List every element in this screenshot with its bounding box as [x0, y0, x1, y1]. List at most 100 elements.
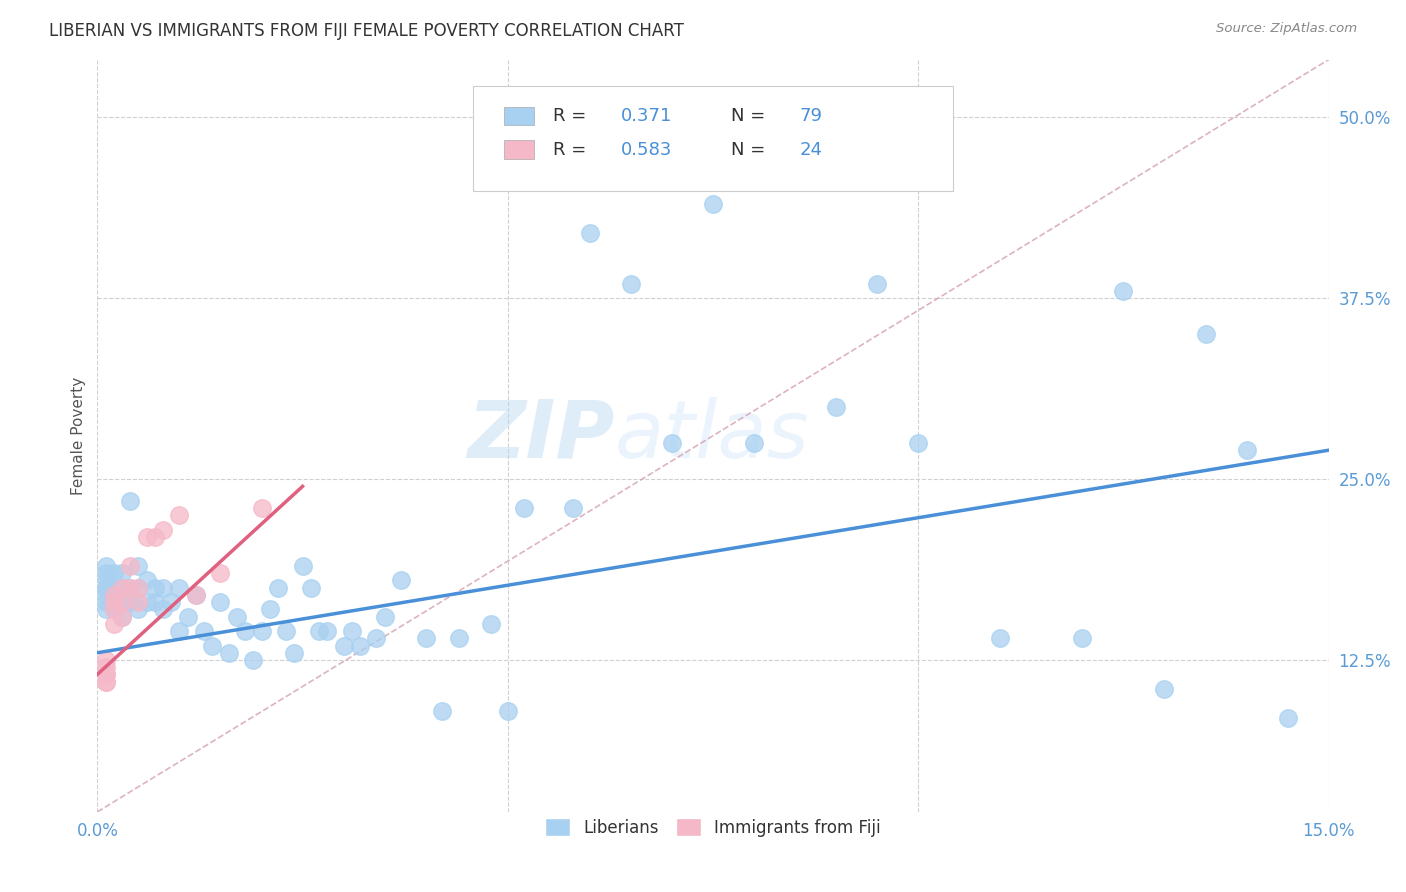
Text: N =: N =: [731, 141, 772, 159]
Point: [1112, 284, 1135, 298]
Point: [120, 558, 142, 573]
Point: [143, 595, 166, 609]
Point: [479, 616, 502, 631]
Point: [250, 501, 273, 516]
Text: ZIP: ZIP: [467, 397, 614, 475]
Point: [447, 632, 470, 646]
Point: [103, 566, 125, 581]
Point: [127, 581, 149, 595]
Point: [103, 595, 125, 609]
Text: LIBERIAN VS IMMIGRANTS FROM FIJI FEMALE POVERTY CORRELATION CHART: LIBERIAN VS IMMIGRANTS FROM FIJI FEMALE …: [49, 22, 685, 40]
Point: [176, 609, 198, 624]
Point: [283, 646, 305, 660]
Text: 24: 24: [799, 141, 823, 159]
Point: [225, 609, 247, 624]
FancyBboxPatch shape: [472, 86, 953, 191]
Point: [374, 609, 396, 624]
Point: [120, 493, 142, 508]
Point: [250, 624, 273, 638]
Point: [94, 558, 117, 573]
Point: [94, 566, 117, 581]
Point: [184, 588, 207, 602]
Point: [111, 595, 134, 609]
Point: [127, 558, 149, 573]
Point: [111, 595, 134, 609]
Point: [661, 436, 683, 450]
Point: [620, 277, 643, 291]
Point: [907, 436, 929, 450]
Point: [291, 558, 314, 573]
Point: [120, 595, 142, 609]
Point: [94, 667, 117, 681]
Legend: Liberians, Immigrants from Fiji: Liberians, Immigrants from Fiji: [537, 810, 889, 845]
Point: [111, 581, 134, 595]
Point: [1153, 681, 1175, 696]
Point: [120, 588, 142, 602]
Point: [94, 653, 117, 667]
Text: 79: 79: [799, 107, 823, 125]
Point: [111, 566, 134, 581]
Point: [152, 523, 174, 537]
Point: [103, 595, 125, 609]
Point: [152, 602, 174, 616]
Point: [513, 501, 536, 516]
Point: [103, 588, 125, 602]
Point: [94, 674, 117, 689]
Point: [209, 566, 232, 581]
Point: [366, 632, 388, 646]
Text: R =: R =: [553, 141, 592, 159]
Point: [152, 581, 174, 595]
Point: [94, 602, 117, 616]
Point: [866, 277, 889, 291]
Text: 0.583: 0.583: [620, 141, 672, 159]
Point: [562, 501, 585, 516]
Point: [169, 581, 191, 595]
Point: [415, 632, 437, 646]
Point: [103, 588, 125, 602]
Y-axis label: Female Poverty: Female Poverty: [72, 376, 86, 495]
Point: [1071, 632, 1094, 646]
Point: [94, 581, 117, 595]
Point: [430, 704, 453, 718]
Point: [267, 581, 290, 595]
Point: [94, 574, 117, 588]
Point: [209, 595, 232, 609]
Point: [103, 581, 125, 595]
Point: [218, 646, 240, 660]
Point: [94, 588, 117, 602]
Point: [259, 602, 281, 616]
Point: [169, 624, 191, 638]
Point: [94, 674, 117, 689]
Point: [193, 624, 215, 638]
Point: [825, 400, 848, 414]
Point: [143, 581, 166, 595]
Point: [579, 226, 602, 240]
Point: [135, 530, 157, 544]
Point: [308, 624, 330, 638]
Point: [184, 588, 207, 602]
Point: [103, 602, 125, 616]
Point: [1236, 443, 1258, 458]
Point: [242, 653, 264, 667]
Point: [389, 574, 412, 588]
Point: [1194, 327, 1216, 342]
Text: N =: N =: [731, 107, 772, 125]
Point: [120, 581, 142, 595]
Point: [127, 602, 149, 616]
Point: [349, 639, 371, 653]
Point: [111, 609, 134, 624]
Point: [496, 704, 519, 718]
Point: [233, 624, 256, 638]
Point: [988, 632, 1011, 646]
Point: [742, 436, 765, 450]
Point: [103, 602, 125, 616]
Point: [201, 639, 224, 653]
Point: [127, 581, 149, 595]
Point: [103, 616, 125, 631]
Point: [143, 530, 166, 544]
FancyBboxPatch shape: [503, 140, 534, 160]
Point: [332, 639, 354, 653]
Point: [276, 624, 298, 638]
Point: [127, 595, 149, 609]
Point: [299, 581, 322, 595]
